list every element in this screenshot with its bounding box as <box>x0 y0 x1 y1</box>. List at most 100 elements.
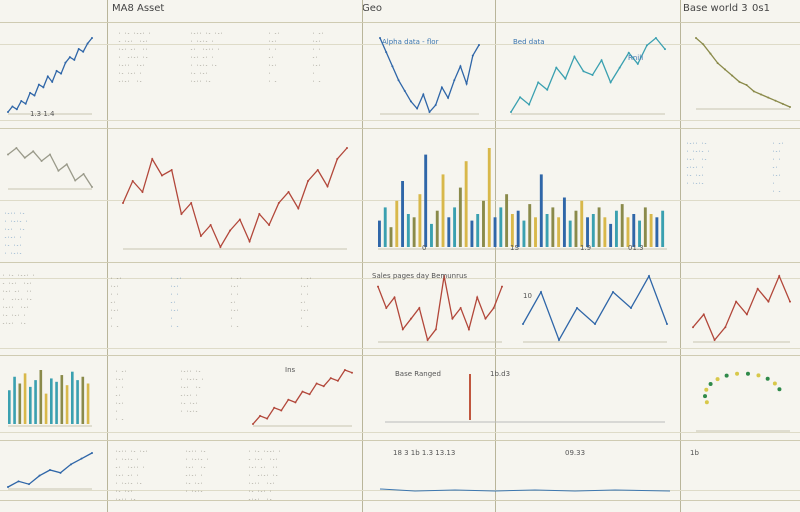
chart-point <box>326 185 329 188</box>
chart-point <box>391 65 394 68</box>
chart-point <box>308 393 311 396</box>
chart-bar <box>447 217 451 247</box>
chart-point <box>55 69 58 72</box>
chart-point <box>28 483 30 486</box>
chart-panel-c10 <box>685 268 798 348</box>
chart-series-line <box>122 147 348 249</box>
chart-panel-c3: Bed data Rnill <box>503 30 673 120</box>
chart-point <box>7 153 9 156</box>
chart-point <box>346 147 348 149</box>
header-bar: MA8 Asset Geo Base world 3 0s1 <box>0 0 800 22</box>
chart-point <box>692 326 694 329</box>
chart-bar <box>632 214 636 247</box>
text-block: · -· ·-· · · -· ·-· · · - <box>170 276 183 330</box>
chart-bar <box>539 174 543 247</box>
chart-point <box>789 106 791 108</box>
chart-bar <box>470 220 474 247</box>
chart-point <box>64 61 67 64</box>
chart-c4 <box>695 37 791 110</box>
chart-point <box>735 300 738 303</box>
chart-point <box>385 51 388 54</box>
chart-point <box>252 423 254 425</box>
chart-c1 <box>7 37 93 115</box>
text-block: · -· ·-· · · -· ·-· · · - <box>268 31 281 85</box>
chart-point <box>238 218 241 221</box>
chart-point <box>745 313 748 316</box>
chart-point <box>70 463 72 466</box>
chart-point <box>695 37 697 39</box>
chart-point <box>23 156 26 159</box>
rule <box>0 120 800 121</box>
chart-c2 <box>379 37 480 115</box>
chart-point <box>609 81 612 84</box>
chart-bar <box>626 217 630 247</box>
chart-bar <box>55 381 58 424</box>
chart-point <box>627 51 630 54</box>
chart-bar <box>464 161 468 247</box>
chart-point <box>618 66 621 69</box>
grid-divider <box>680 0 681 512</box>
chart-bar <box>551 207 555 247</box>
chart-point <box>765 376 770 381</box>
chart-bar <box>418 194 422 247</box>
chart-panel-c14 <box>0 445 100 495</box>
chart-panel-c17: Base Ranged 1b.d3 <box>375 362 670 432</box>
text-block: · -· ·-· · · -· ·-· · · - <box>300 276 313 330</box>
chart-point <box>379 37 381 39</box>
chart-point <box>664 48 666 51</box>
chart-point <box>51 80 54 83</box>
chart-point <box>46 75 49 78</box>
chart-series-line <box>692 274 791 342</box>
chart-point <box>322 385 325 388</box>
chart-point <box>316 169 319 171</box>
chart-point <box>537 81 540 84</box>
chart-point <box>122 202 124 204</box>
chart-point <box>37 83 40 86</box>
chart-point <box>68 56 71 59</box>
chart-panel-c12: Ins <box>245 362 360 432</box>
chart-point <box>778 275 781 277</box>
chart-bar <box>591 214 595 247</box>
chart-c5 <box>7 147 93 190</box>
chart-point <box>703 394 708 399</box>
chart-bar <box>430 223 433 247</box>
chart-bar <box>661 210 665 247</box>
text-block: · ·- ·--· · - ·-· ·-· ·-· -· ·· · -·-· ·… <box>248 449 282 503</box>
chart-bar <box>86 383 90 424</box>
chart-bar <box>516 210 520 247</box>
chart-point <box>702 313 705 316</box>
text-block: ·-·· ·- ·-· · ·-·- · -· ·-·· · ·-· -· · … <box>190 31 224 85</box>
chart-bar <box>557 217 561 247</box>
chart-point <box>287 398 290 401</box>
chart-bar <box>50 378 53 424</box>
grid-divider <box>0 262 800 263</box>
chart-panel-c6 <box>115 140 355 255</box>
chart-point <box>307 180 310 182</box>
chart-point <box>630 307 632 309</box>
chart-point <box>519 96 522 99</box>
chart-bar <box>44 393 48 424</box>
chart-point <box>403 89 406 92</box>
c8-y: 10 <box>523 292 532 300</box>
chart-point <box>484 317 487 320</box>
c19-title: 1b <box>690 449 699 457</box>
chart-point <box>248 240 251 243</box>
rule <box>0 44 800 45</box>
chart-bar <box>39 370 43 424</box>
chart-point <box>738 80 741 83</box>
c18-title: 18 3 1b 1.3 13.13 <box>393 449 456 457</box>
chart-point <box>409 100 412 103</box>
text-block: ·-·· ·- · ·-·- · ·-· ·- -·-· · ·- ·-· · … <box>686 141 711 187</box>
chart-point <box>82 173 85 175</box>
chart-panel-c18: 18 3 1b 1.3 13.13 09.33 <box>375 445 675 495</box>
chart-point <box>745 84 748 87</box>
chart-bar <box>649 214 653 247</box>
chart-point <box>397 79 400 82</box>
header-right-title: Base world 3 <box>683 3 748 14</box>
header-right-code: 0s1 <box>752 3 770 14</box>
chart-point <box>501 285 503 288</box>
chart-point <box>59 471 62 474</box>
chart-bar <box>522 220 526 247</box>
chart-bar <box>562 197 566 247</box>
chart-series-line <box>252 369 353 425</box>
